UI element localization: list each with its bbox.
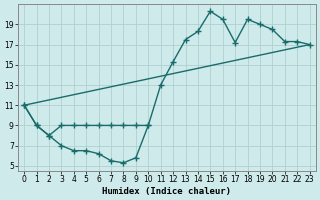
X-axis label: Humidex (Indice chaleur): Humidex (Indice chaleur) bbox=[102, 187, 231, 196]
